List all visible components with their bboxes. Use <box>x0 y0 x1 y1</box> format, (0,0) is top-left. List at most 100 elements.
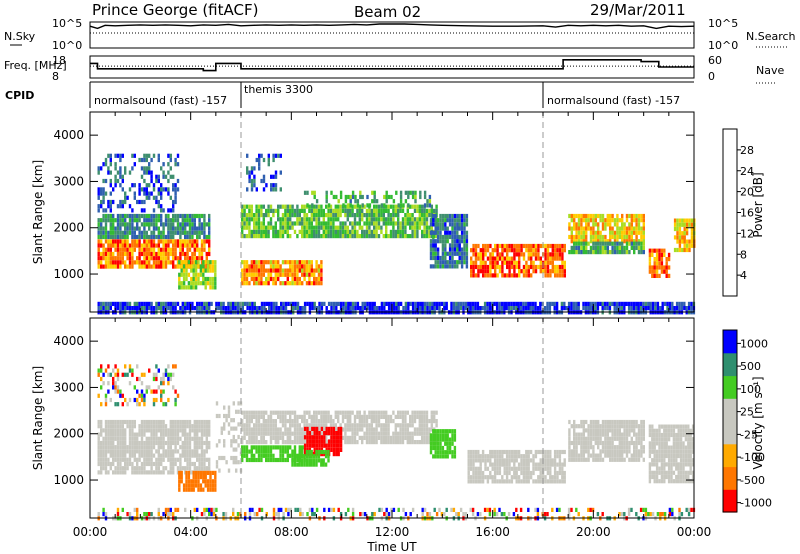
data-cell <box>257 229 261 234</box>
data-cell <box>496 252 499 257</box>
data-cell <box>623 222 626 227</box>
data-cell <box>181 239 184 244</box>
data-cell <box>138 424 141 429</box>
data-cell <box>155 449 158 454</box>
data-cell <box>361 440 364 445</box>
data-cell <box>418 225 421 230</box>
data-cell <box>150 178 153 184</box>
data-cell <box>104 251 108 257</box>
data-cell <box>575 301 578 306</box>
data-cell <box>358 225 361 230</box>
data-cell <box>296 414 299 419</box>
data-cell <box>200 230 204 235</box>
data-cell <box>296 281 299 286</box>
data-cell <box>267 260 270 265</box>
data-cell <box>203 226 206 231</box>
data-region <box>470 243 566 278</box>
data-cell <box>178 260 181 265</box>
data-cell <box>155 195 158 200</box>
data-cell <box>275 301 278 306</box>
data-cell <box>253 229 256 234</box>
data-cell <box>351 229 354 234</box>
data-cell <box>289 213 292 218</box>
data-cell <box>653 273 656 278</box>
data-cell <box>180 268 183 273</box>
data-cell <box>688 239 691 244</box>
data-cell <box>243 410 246 415</box>
data-cell <box>632 301 636 306</box>
data-cell <box>553 306 556 311</box>
data-cell <box>192 483 195 488</box>
data-cell <box>320 439 324 444</box>
data-cell <box>543 306 547 311</box>
data-cell <box>301 217 304 222</box>
data-cell <box>628 213 631 219</box>
data-cell <box>203 301 206 306</box>
data-cell <box>482 248 485 253</box>
data-cell <box>211 285 215 290</box>
data-cell <box>124 445 127 450</box>
data-cell <box>317 281 321 286</box>
data-cell <box>301 208 304 213</box>
data-cell <box>265 260 268 265</box>
data-cell <box>525 260 528 265</box>
data-cell <box>389 213 393 218</box>
data-cell <box>568 250 571 255</box>
data-cell <box>404 427 407 432</box>
data-cell <box>131 230 134 235</box>
data-cell <box>119 436 122 441</box>
data-cell <box>164 432 168 437</box>
data-cell <box>451 213 454 219</box>
data-cell <box>185 260 188 265</box>
data-cell <box>150 432 153 437</box>
data-cell <box>162 419 165 425</box>
data-cell <box>329 225 333 230</box>
data-cell <box>385 204 388 209</box>
data-cell <box>253 268 256 273</box>
data-cell <box>527 273 530 278</box>
data-cell <box>630 213 633 219</box>
data-cell <box>346 208 349 213</box>
data-cell <box>404 410 407 415</box>
data-cell <box>150 234 153 240</box>
data-cell <box>469 458 473 463</box>
data-cell <box>456 239 459 244</box>
data-cell <box>527 466 530 471</box>
data-cell <box>377 410 381 415</box>
data-cell <box>277 264 280 269</box>
data-cell <box>187 475 191 480</box>
data-cell <box>187 483 191 488</box>
data-cell <box>169 436 172 441</box>
data-cell <box>505 306 508 311</box>
data-cell <box>425 410 429 415</box>
data-cell <box>172 251 175 257</box>
data-cell <box>145 251 148 257</box>
data-cell <box>344 234 347 239</box>
data-cell <box>628 222 631 227</box>
data-cell <box>157 234 160 240</box>
data-cell <box>503 449 506 455</box>
data-cell <box>281 410 285 415</box>
data-cell <box>121 436 124 441</box>
data-cell <box>274 229 277 234</box>
data-cell <box>157 260 160 265</box>
data-cell <box>277 445 280 450</box>
data-cell <box>640 245 643 250</box>
data-cell <box>301 234 304 239</box>
data-cell <box>257 419 261 424</box>
data-cell <box>317 264 321 269</box>
data-cell <box>616 245 619 250</box>
data-cell <box>575 230 578 235</box>
data-cell <box>618 218 621 223</box>
data-cell <box>609 230 612 235</box>
data-cell <box>274 272 277 277</box>
data-cell <box>635 241 638 246</box>
data-cell <box>556 264 559 270</box>
data-cell <box>385 440 388 445</box>
data-cell <box>269 419 273 424</box>
data-cell <box>549 243 552 249</box>
data-cell <box>378 306 381 311</box>
data-cell <box>157 436 160 441</box>
data-cell <box>186 301 189 306</box>
data-cell <box>262 281 265 286</box>
